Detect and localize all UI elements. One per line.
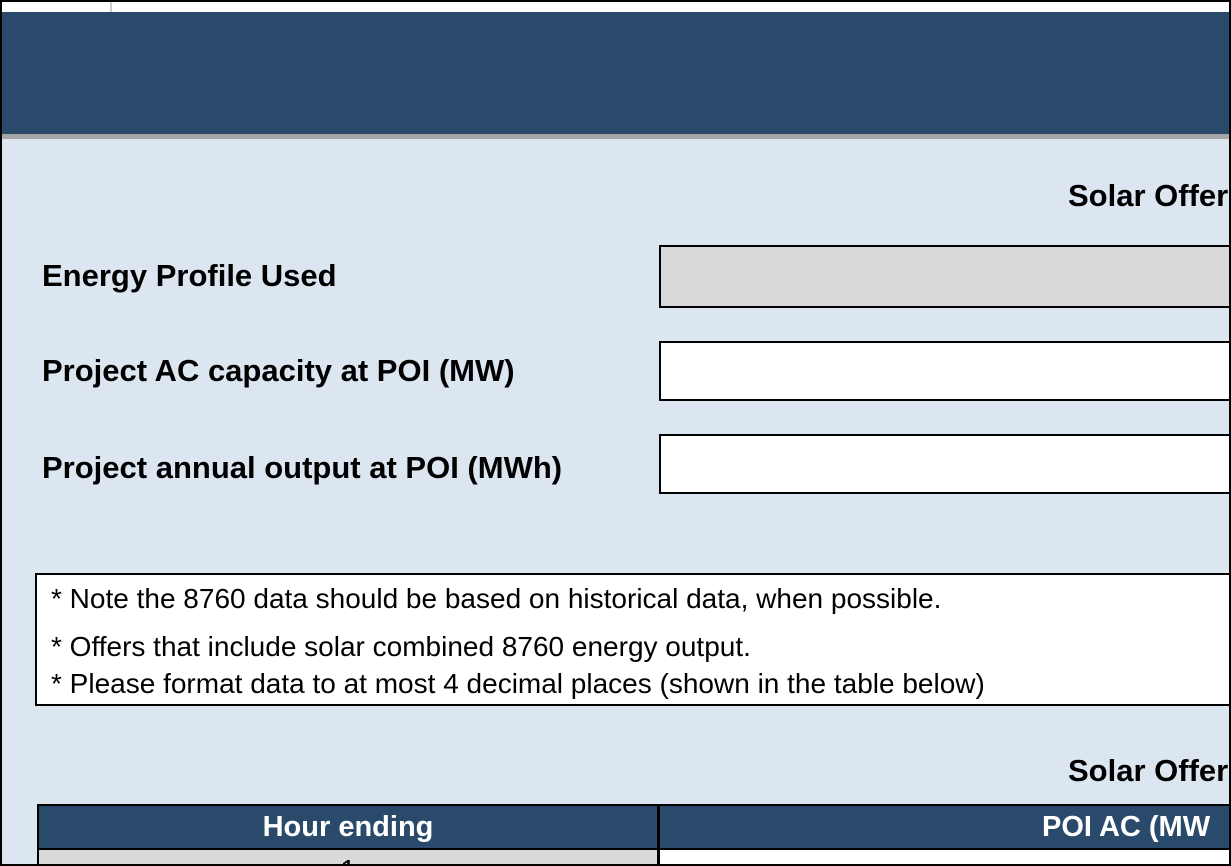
notes-box: * Note the 8760 data should be based on … — [35, 573, 1231, 706]
solar-offer-heading-table: Solar Offer — [1068, 753, 1229, 788]
table-header-row: Hour ending POI AC (MW — [37, 804, 1231, 850]
column-header-poi-ac: POI AC (MW — [660, 806, 1231, 848]
ac-capacity-label: Project AC capacity at POI (MW) — [42, 353, 515, 388]
annual-output-label: Project annual output at POI (MWh) — [42, 450, 563, 485]
note-line-3: * Please format data to at most 4 decima… — [51, 668, 985, 699]
column-header-hour-ending: Hour ending — [39, 806, 660, 848]
hours-table: Hour ending POI AC (MW 1 — [37, 804, 1231, 866]
table-row: 1 — [37, 850, 1231, 866]
energy-profile-label: Energy Profile Used — [42, 258, 337, 293]
hour-cell: 1 — [39, 850, 660, 866]
gridline-tick — [110, 2, 112, 12]
note-line-2: * Offers that include solar combined 876… — [51, 631, 751, 662]
note-line-1: * Note the 8760 data should be based on … — [51, 583, 942, 614]
annual-output-input[interactable] — [659, 434, 1231, 494]
title-band — [2, 12, 1229, 134]
band-divider — [2, 134, 1229, 139]
ac-capacity-input[interactable] — [659, 341, 1231, 401]
solar-offer-heading-top: Solar Offer — [1068, 178, 1229, 213]
top-gridline-strip — [2, 2, 1229, 12]
energy-profile-input[interactable] — [659, 245, 1231, 308]
poi-value-cell[interactable] — [660, 850, 1231, 866]
